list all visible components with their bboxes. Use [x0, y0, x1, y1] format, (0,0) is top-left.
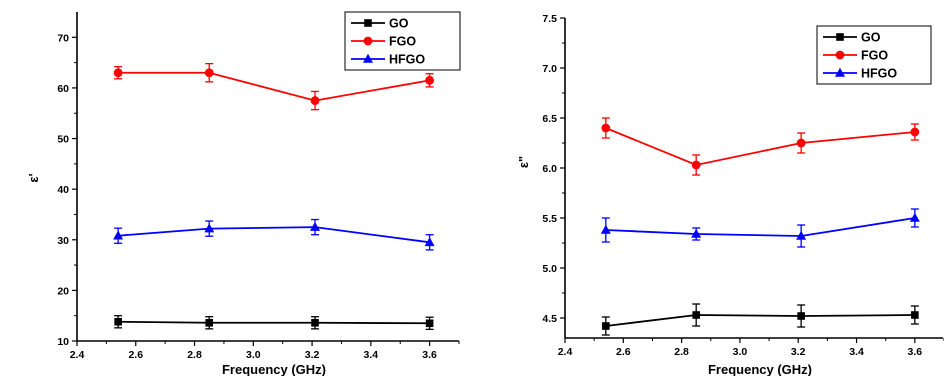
y-tick-label: 10	[57, 336, 69, 348]
circle-marker	[204, 68, 214, 78]
series-hfgo	[600, 208, 920, 248]
square-marker	[836, 33, 844, 41]
circle-marker	[796, 138, 806, 148]
y-tick-label: 6.5	[542, 113, 557, 125]
triangle-marker	[600, 224, 611, 234]
x-tick-label: 2.4	[70, 349, 85, 361]
x-tick-label: 3.2	[305, 349, 320, 361]
y-axis-label: ε'	[26, 173, 41, 182]
y-tick-label: 50	[57, 134, 69, 146]
triangle-marker	[310, 221, 321, 231]
circle-marker	[691, 160, 701, 170]
x-tick-label: 3.0	[246, 349, 261, 361]
x-axis-label: Frequency (GHz)	[222, 362, 326, 376]
x-tick-label: 3.4	[849, 346, 864, 358]
square-marker	[364, 19, 372, 27]
legend-label: FGO	[861, 49, 888, 63]
x-tick-label: 3.4	[364, 349, 379, 361]
square-marker	[311, 318, 319, 327]
triangle-marker	[835, 67, 845, 77]
series-line	[118, 226, 430, 244]
circle-marker	[113, 68, 123, 78]
x-tick-label: 2.8	[674, 346, 689, 358]
series-go	[114, 315, 434, 331]
x-tick-label: 2.6	[616, 346, 631, 358]
circle-marker	[835, 50, 845, 60]
triangle-marker	[796, 230, 807, 240]
square-marker	[797, 312, 805, 320]
series-line	[118, 71, 430, 102]
x-tick-label: 2.8	[187, 349, 202, 361]
y-tick-label: 40	[57, 184, 69, 196]
x-tick-label: 3.6	[422, 349, 437, 361]
x-tick-label: 2.6	[128, 349, 143, 361]
y-tick-label: 5.0	[542, 263, 557, 275]
chart-panel-2: 2.4 2.6 2.8 3.0 3.2 3.4 3.6 4.5 5.0 5.5 6.0 6.5 7.0 7…	[516, 13, 944, 376]
y-tick-label: 30	[57, 235, 69, 247]
legend-label: HFGO	[861, 67, 897, 81]
series-line	[118, 320, 430, 325]
triangle-marker	[204, 223, 215, 233]
circle-marker	[425, 75, 435, 85]
x-tick-label: 2.4	[558, 346, 573, 358]
x-tick-label: 3.0	[733, 346, 748, 358]
chart-panel-1: 2.4 2.6 2.8 3.0 3.2 3.4 3.6 10 20 30 40 50 60 70 Frequ…	[26, 11, 461, 376]
circle-marker	[910, 127, 920, 137]
series-fgo	[113, 62, 435, 111]
y-tick-label: 7.5	[542, 13, 557, 25]
square-marker	[205, 318, 214, 327]
triangle-marker	[691, 228, 702, 238]
circle-marker	[363, 36, 373, 46]
circle-marker	[310, 96, 320, 105]
y-tick-label: 5.5	[542, 213, 557, 225]
series-line	[605, 314, 915, 327]
series-hfgo	[113, 218, 435, 251]
y-tick-label: 7.0	[542, 63, 557, 75]
series-go	[601, 303, 919, 336]
legend: GO FGO HFGO	[344, 11, 461, 71]
triangle-marker	[363, 53, 373, 63]
x-axis-label: Frequency (GHz)	[708, 362, 812, 376]
y-tick-label: 20	[57, 285, 69, 297]
square-marker	[692, 311, 700, 319]
legend-label: HFGO	[389, 53, 425, 67]
legend-label: FGO	[389, 35, 416, 49]
y-axis-label: ε"	[516, 156, 531, 168]
triangle-marker	[424, 237, 435, 247]
y-tick-label: 4.5	[542, 313, 557, 325]
legend: GO FGO HFGO	[816, 25, 932, 85]
square-marker	[114, 317, 122, 326]
y-tick-label: 70	[57, 32, 69, 44]
series-line	[605, 217, 915, 237]
circle-marker	[601, 123, 611, 133]
series-fgo	[601, 117, 920, 176]
triangle-marker	[909, 212, 920, 222]
x-tick-label: 3.6	[908, 346, 923, 358]
x-tick-label: 3.2	[791, 346, 806, 358]
y-tick-label: 60	[57, 83, 69, 95]
y-tick-label: 6.0	[542, 163, 557, 175]
legend-label: GO	[389, 17, 409, 31]
square-marker	[602, 322, 610, 330]
square-marker	[911, 311, 919, 319]
series-line	[605, 127, 915, 166]
legend-label: GO	[861, 31, 881, 45]
triangle-marker	[113, 230, 124, 240]
square-marker	[425, 319, 434, 328]
